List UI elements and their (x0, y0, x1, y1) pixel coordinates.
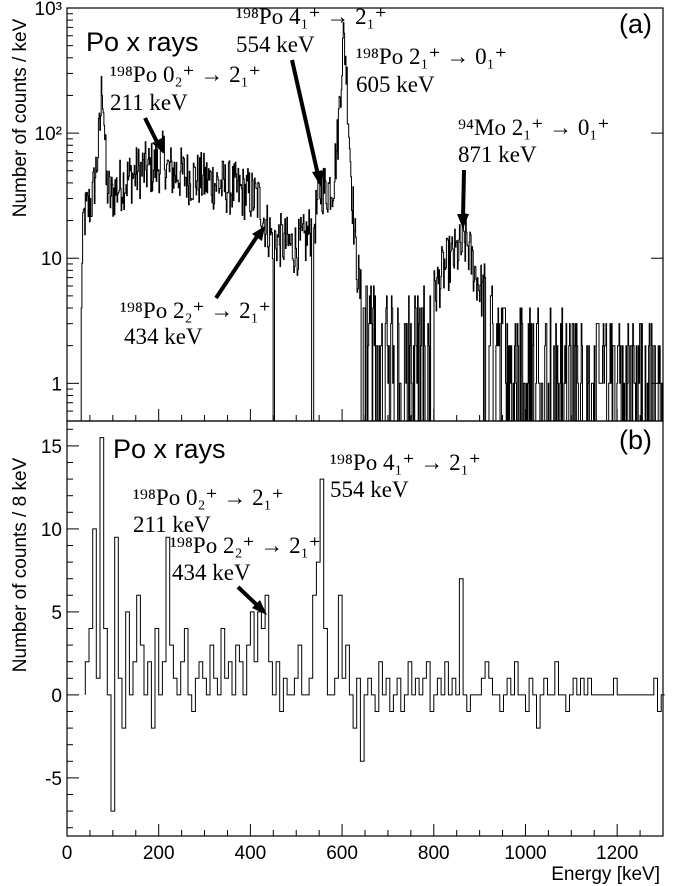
y-tick-label: 5 (51, 603, 62, 624)
y-tick-label: 10 (41, 520, 62, 541)
x-tick-label: 600 (326, 843, 358, 864)
arrowhead-871 (457, 214, 469, 229)
annotation-label: ¹⁹⁸Po 0₂⁺ → 2₁⁺ (133, 485, 284, 510)
arrowhead-554 (312, 170, 324, 187)
annotation-label: ⁹⁴Mo 2₁⁺ → 0₁⁺ (458, 115, 610, 140)
panel-a-xray-label: Po x rays (86, 27, 199, 57)
annotation-energy: 605 keV (356, 72, 435, 97)
panel-b-spectrum (84, 437, 665, 812)
panel-a-annotation-554: ¹⁹⁸Po 4₁⁺ → 2₁⁺ 554 keV (236, 4, 387, 57)
arrow-871 (461, 169, 466, 219)
panel-b: 15 10 5 0 -5 0 200 400 600 800 1000 1200 Number of… (10, 409, 665, 885)
x-tick-label: 400 (235, 843, 267, 864)
panel-b-annotation-554: ¹⁹⁸Po 4₁⁺ → 2₁⁺ 554 keV (330, 450, 481, 502)
y-tick-label: 15 (41, 437, 62, 458)
arrow-434-b (236, 585, 260, 608)
x-tick-label: 0 (62, 843, 73, 864)
annotation-energy: 211 keV (110, 90, 188, 115)
panel-a-annotation-605: ¹⁹⁸Po 2₁⁺ → 0₁⁺ 605 keV (356, 44, 507, 97)
panel-a-y-ticks: 10³ 10² 10 1 (35, 0, 663, 422)
panel-b-annotation-211: ¹⁹⁸Po 0₂⁺ → 2₁⁺ 211 keV (133, 485, 284, 537)
annotation-label: ¹⁹⁸Po 2₂⁺ → 2₁⁺ (170, 533, 321, 558)
y-tick-label: 0 (51, 686, 62, 707)
panel-a-annotation-211: ¹⁹⁸Po 0₂⁺ → 2₁⁺ 211 keV (110, 62, 261, 115)
arrow-434 (214, 233, 260, 300)
panel-b-x-ticks: 0 200 400 600 800 1000 1200 (62, 409, 641, 864)
annotation-energy: 434 keV (172, 560, 251, 585)
y-tick-label: 1 (51, 374, 62, 395)
x-tick-label: 1200 (596, 843, 638, 864)
y-tick-label: 10 (41, 249, 62, 270)
panel-b-y-axis-label: Number of counts / 8 keV (10, 457, 31, 672)
annotation-label: ¹⁹⁸Po 4₁⁺ → 2₁⁺ (330, 450, 481, 475)
panel-a-annotation-434: ¹⁹⁸Po 2₂⁺ → 2₁⁺ 434 keV (120, 298, 271, 349)
arrowhead-211 (152, 138, 163, 153)
annotation-label: ¹⁹⁸Po 4₁⁺ → 2₁⁺ (236, 4, 387, 29)
y-tick-label: -5 (45, 769, 62, 790)
arrowhead-434 (252, 226, 265, 241)
annotation-energy: 554 keV (236, 32, 315, 57)
panel-b-annotation-434: ¹⁹⁸Po 2₂⁺ → 2₁⁺ 434 keV (170, 533, 321, 585)
annotation-energy: 211 keV (133, 512, 211, 537)
annotation-label: ¹⁹⁸Po 2₂⁺ → 2₁⁺ (120, 298, 271, 323)
x-tick-label: 800 (418, 843, 450, 864)
x-axis-label: Energy [keV] (551, 864, 660, 885)
panel-a-annotation-871: ⁹⁴Mo 2₁⁺ → 0₁⁺ 871 keV (458, 115, 610, 167)
arrow-211 (143, 117, 160, 145)
annotation-energy: 554 keV (330, 477, 409, 502)
annotation-label: ¹⁹⁸Po 0₂⁺ → 2₁⁺ (110, 62, 261, 87)
annotation-energy: 871 keV (458, 142, 537, 167)
panel-a-y-axis-label: Number of counts / keV (10, 18, 31, 217)
panel-a: 10³ 10² 10 1 Number of counts / keV (a) Po … (10, 0, 664, 422)
arrow-554 (290, 59, 320, 176)
annotation-label: ¹⁹⁸Po 2₁⁺ → 0₁⁺ (356, 44, 507, 69)
panel-b-y-ticks: 15 10 5 0 -5 (41, 428, 79, 829)
arrowhead-434-b (252, 600, 267, 615)
x-tick-label: 200 (143, 843, 175, 864)
x-tick-label: 1000 (504, 843, 546, 864)
panel-b-xray-label: Po x rays (113, 434, 226, 464)
panel-a-label: (a) (619, 9, 652, 39)
panel-b-label: (b) (619, 425, 652, 455)
y-tick-label: 10² (35, 124, 62, 145)
panel-a-spectrum (78, 22, 663, 422)
annotation-energy: 434 keV (124, 324, 203, 349)
y-tick-label: 10³ (35, 0, 62, 20)
